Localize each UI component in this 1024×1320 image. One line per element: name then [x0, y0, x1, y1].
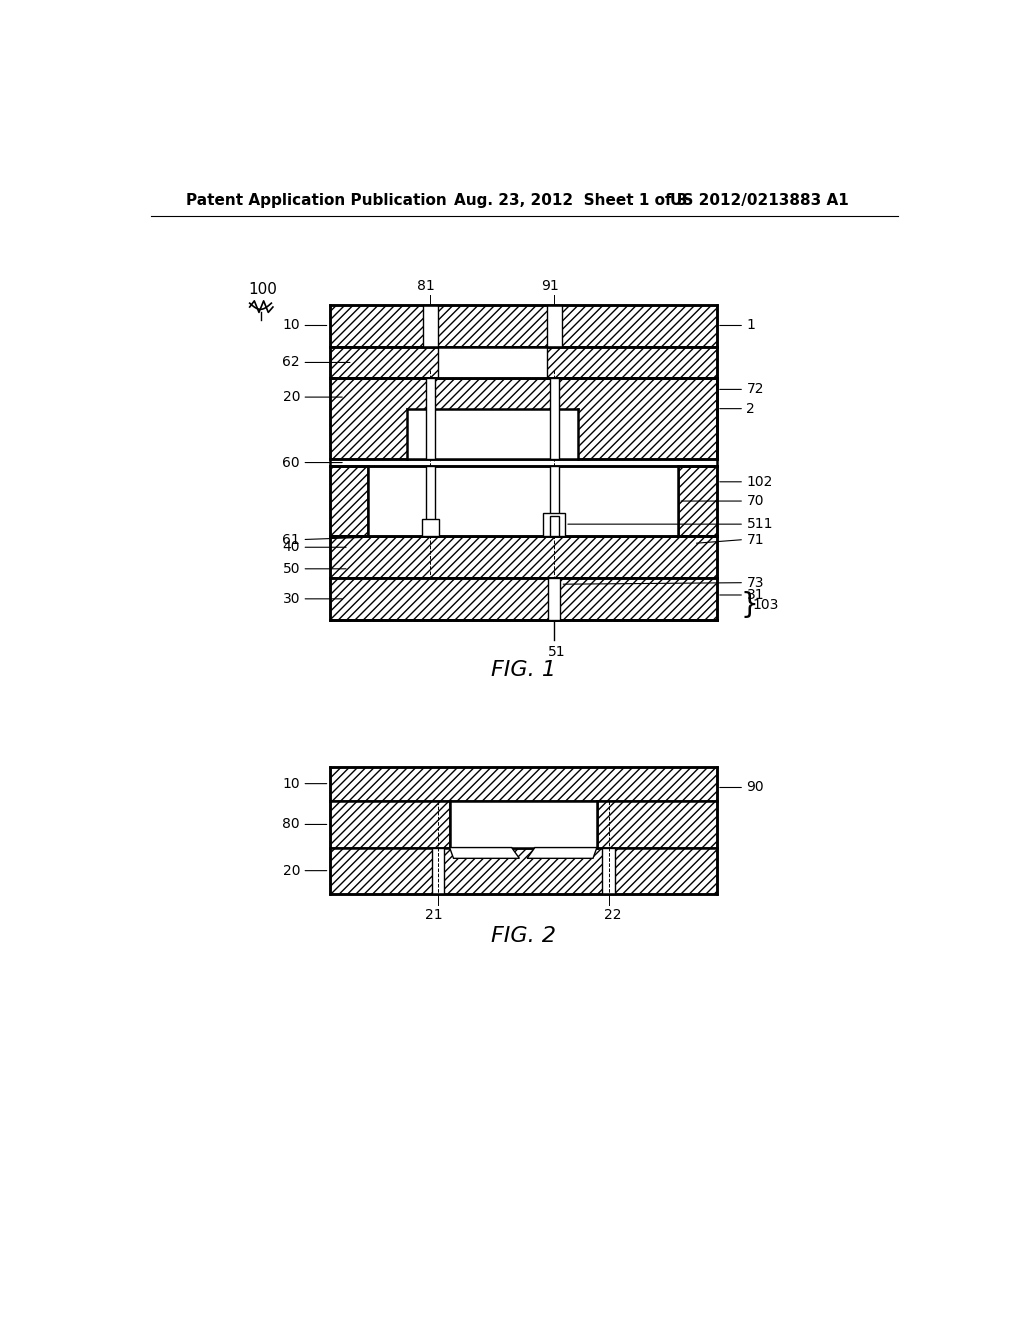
- Text: 22: 22: [603, 908, 622, 921]
- Text: 40: 40: [283, 540, 300, 554]
- Text: 91: 91: [542, 279, 559, 293]
- Text: 71: 71: [746, 532, 764, 546]
- Text: 102: 102: [746, 475, 773, 488]
- Text: 103: 103: [753, 598, 779, 612]
- Text: 51: 51: [548, 645, 565, 659]
- Text: 73: 73: [746, 576, 764, 590]
- Bar: [330, 847, 717, 894]
- Text: 81: 81: [418, 279, 435, 293]
- Polygon shape: [450, 847, 519, 858]
- Text: 50: 50: [283, 562, 300, 576]
- Bar: [330, 305, 717, 347]
- Text: 20: 20: [283, 863, 300, 878]
- Bar: [432, 847, 444, 894]
- Bar: [438, 347, 547, 378]
- Bar: [426, 378, 435, 459]
- Text: 62: 62: [283, 355, 300, 370]
- Bar: [550, 466, 559, 536]
- Bar: [422, 519, 438, 536]
- Bar: [369, 466, 678, 536]
- Bar: [330, 466, 369, 536]
- Bar: [330, 767, 717, 801]
- Bar: [330, 347, 717, 378]
- Text: 90: 90: [746, 780, 764, 795]
- Bar: [602, 847, 614, 894]
- Text: Aug. 23, 2012  Sheet 1 of 3: Aug. 23, 2012 Sheet 1 of 3: [454, 193, 687, 209]
- Bar: [547, 305, 562, 347]
- Text: 72: 72: [746, 383, 764, 396]
- Bar: [330, 578, 717, 620]
- Polygon shape: [527, 847, 597, 858]
- Bar: [597, 801, 717, 847]
- Text: 31: 31: [746, 587, 764, 602]
- Text: FIG. 2: FIG. 2: [490, 927, 556, 946]
- Bar: [550, 516, 559, 536]
- Bar: [544, 512, 565, 536]
- Bar: [548, 578, 560, 620]
- Text: 80: 80: [283, 817, 300, 832]
- Text: 10: 10: [283, 318, 300, 333]
- Text: Patent Application Publication: Patent Application Publication: [186, 193, 446, 209]
- Text: }: }: [740, 591, 758, 619]
- Bar: [423, 305, 438, 347]
- Bar: [450, 801, 597, 847]
- Bar: [330, 536, 717, 578]
- Bar: [678, 466, 717, 536]
- Text: 20: 20: [283, 391, 300, 404]
- Text: 60: 60: [283, 455, 300, 470]
- Text: 511: 511: [746, 517, 773, 531]
- Text: 61: 61: [283, 532, 300, 546]
- Text: 10: 10: [283, 776, 300, 791]
- Text: 100: 100: [248, 281, 278, 297]
- Text: 1: 1: [746, 318, 756, 333]
- Text: 30: 30: [283, 591, 300, 606]
- Bar: [550, 378, 559, 459]
- Bar: [330, 378, 717, 459]
- Text: FIG. 1: FIG. 1: [490, 660, 556, 680]
- Text: 2: 2: [746, 401, 756, 416]
- Bar: [426, 466, 435, 536]
- Text: US 2012/0213883 A1: US 2012/0213883 A1: [671, 193, 849, 209]
- Text: 70: 70: [746, 494, 764, 508]
- Bar: [330, 801, 450, 847]
- Bar: [407, 409, 578, 459]
- Text: 21: 21: [425, 908, 443, 921]
